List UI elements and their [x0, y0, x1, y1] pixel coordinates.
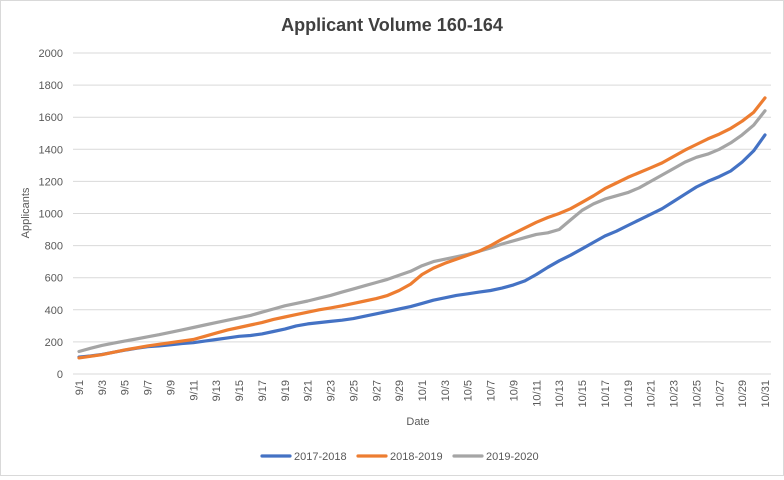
x-tick-label: 10/19 [623, 380, 635, 408]
x-tick-label: 9/11 [188, 380, 200, 401]
series-line-2018-2019 [77, 96, 767, 360]
x-tick-label: 9/25 [348, 380, 360, 401]
legend-label: 2019-2020 [486, 451, 539, 463]
series-lines [77, 96, 767, 360]
y-tick-label: 1800 [39, 80, 63, 92]
y-tick-label: 1200 [39, 176, 63, 188]
y-tick-label: 1400 [39, 144, 63, 156]
legend: 2017-2018 2018-2019 2019-2020 [260, 451, 539, 463]
x-tick-label: 9/5 [120, 380, 132, 395]
x-tick-label: 10/1 [417, 380, 429, 401]
y-tick-label: 800 [45, 241, 63, 253]
x-tick-label: 10/31 [760, 380, 772, 408]
x-tick-label: 10/25 [691, 380, 703, 408]
y-axis-ticks: 0 200 400 600 800 1000 1200 1400 1600 1800 2000 [39, 48, 63, 381]
x-tick-label: 9/3 [97, 380, 109, 395]
y-tick-label: 1600 [39, 112, 63, 124]
x-tick-label: 10/27 [714, 380, 726, 408]
x-tick-label: 9/21 [303, 380, 315, 401]
series-line-2017-2018 [77, 133, 767, 359]
chart-title: Applicant Volume 160-164 [281, 15, 503, 35]
x-tick-label: 10/17 [600, 380, 612, 408]
x-tick-label: 9/9 [165, 380, 177, 395]
y-tick-label: 1000 [39, 209, 63, 221]
y-tick-label: 2000 [39, 48, 63, 60]
x-tick-label: 9/13 [211, 380, 223, 401]
x-tick-label: 9/1 [74, 380, 86, 395]
x-axis-title: Date [406, 416, 429, 428]
x-axis-ticks: 9/1 9/3 9/5 9/7 9/9 9/11 9/13 9/15 9/17 9/19 9/21 9… [74, 380, 772, 408]
x-tick-label: 10/5 [463, 380, 475, 401]
legend-label: 2017-2018 [294, 451, 347, 463]
x-tick-label: 10/7 [486, 380, 498, 401]
x-tick-label: 9/7 [143, 380, 155, 395]
y-axis-title: Applicants [20, 187, 32, 238]
x-tick-label: 9/19 [280, 380, 292, 401]
series-line-2019-2020 [77, 109, 767, 354]
y-tick-label: 600 [45, 273, 63, 285]
x-tick-label: 10/13 [554, 380, 566, 408]
y-tick-label: 200 [45, 337, 63, 349]
x-tick-label: 10/3 [440, 380, 452, 401]
x-tick-label: 10/11 [531, 380, 543, 407]
gridlines [73, 52, 771, 375]
x-tick-label: 9/27 [371, 380, 383, 401]
legend-label: 2018-2019 [390, 451, 443, 463]
y-tick-label: 400 [45, 305, 63, 317]
x-tick-label: 9/23 [326, 380, 338, 401]
x-tick-label: 10/23 [669, 380, 681, 408]
x-tick-label: 10/21 [646, 380, 658, 408]
y-tick-label: 0 [57, 369, 63, 381]
x-tick-label: 10/29 [737, 380, 749, 408]
x-tick-label: 9/17 [257, 380, 269, 401]
x-tick-label: 10/15 [577, 380, 589, 408]
x-tick-label: 10/9 [508, 380, 520, 401]
x-tick-label: 9/15 [234, 380, 246, 401]
x-tick-label: 9/29 [394, 380, 406, 401]
